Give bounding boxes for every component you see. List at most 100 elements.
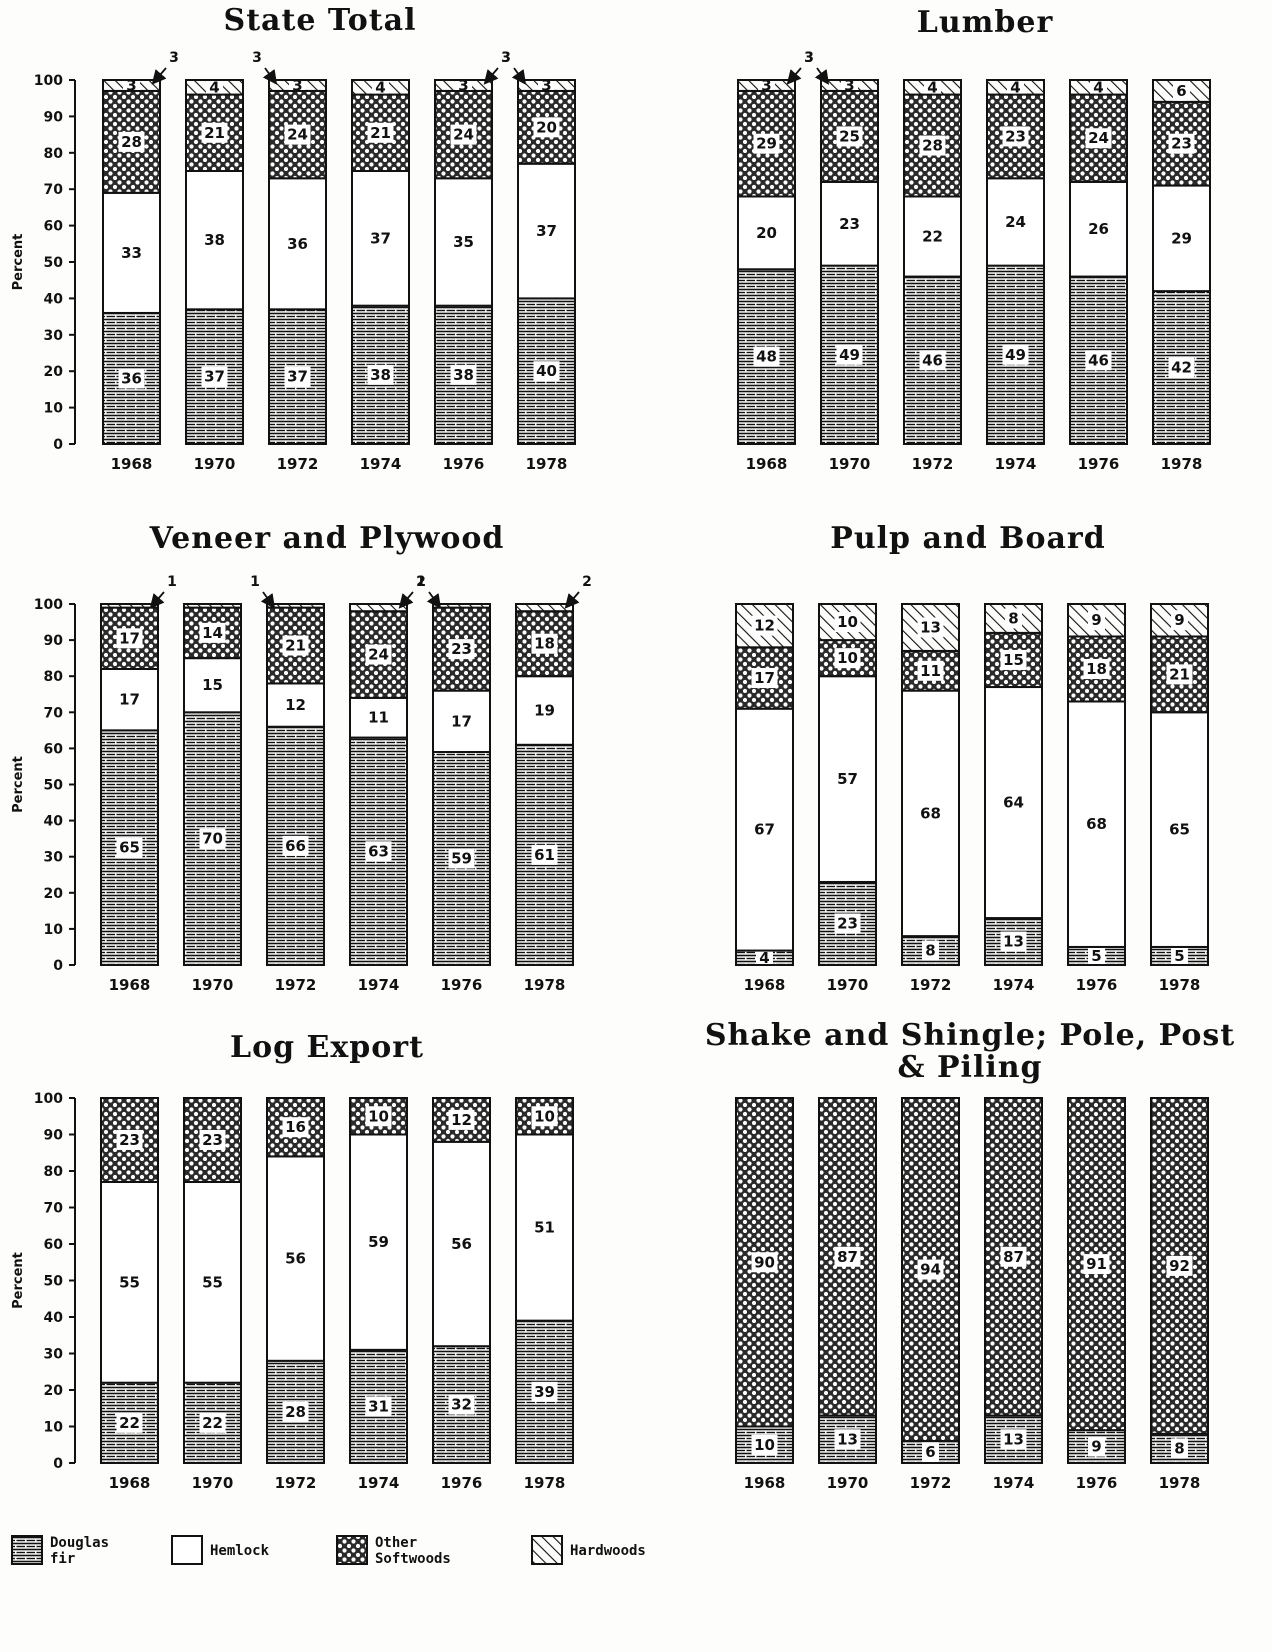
value-label: 10 <box>534 1107 555 1125</box>
bar-segment-hemlock <box>984 686 1043 920</box>
y-tick-label: 70 <box>44 705 64 721</box>
y-tick-label: 40 <box>44 1310 64 1326</box>
chart-title: Veneer and Plywood <box>149 521 505 556</box>
value-label-bg <box>751 668 778 689</box>
value-label: 5 <box>1091 947 1101 965</box>
value-label-bg <box>199 828 226 849</box>
value-label: 17 <box>754 669 775 687</box>
chart-title: Log Export <box>230 1030 424 1065</box>
legend-label: Douglas <box>50 1535 109 1551</box>
value-label-bg <box>753 346 780 367</box>
value-label-bg <box>450 124 477 145</box>
bar-stack-1974: 63 11 24 <box>349 603 408 966</box>
bar-stack-1972: 66 12 21 <box>266 603 325 966</box>
annotation-arrow <box>149 591 165 609</box>
y-tick-label: 40 <box>44 291 64 307</box>
value-label: 23 <box>119 1131 140 1149</box>
bar-segment-other-softwoods <box>818 639 877 678</box>
bar-segment-hardwoods <box>100 603 159 609</box>
x-tick-label: 1978 <box>524 1474 566 1492</box>
value-label-bg <box>365 841 392 862</box>
value-label-bg <box>1168 133 1195 154</box>
value-label-bg <box>751 615 778 636</box>
y-tick-label: 20 <box>44 1383 64 1399</box>
bar-segment-hemlock <box>515 675 574 746</box>
value-label: 13 <box>1003 933 1024 951</box>
bar-stack-1968: 65 17 17 <box>100 603 159 966</box>
value-label: 17 <box>119 629 140 647</box>
chart-panel-5: Shake and Shingle; Pole, Post& Piling 10 9… <box>705 1018 1235 1492</box>
value-label-bg <box>1085 350 1112 371</box>
value-label-bg <box>917 660 944 681</box>
value-label: 70 <box>202 830 223 848</box>
value-label-bg <box>372 81 389 94</box>
value-label-bg <box>538 81 555 90</box>
bar-stack-1974: 49 24 23 4 <box>986 78 1045 446</box>
x-tick-label: 1976 <box>1076 1474 1118 1492</box>
value-label: 90 <box>754 1253 775 1271</box>
bar-stack-1976: 32 56 12 <box>432 1097 491 1464</box>
bar-segment-hemlock <box>515 1133 574 1322</box>
bar-segment-hardwoods <box>432 603 491 609</box>
bar-segment-hemlock <box>986 177 1045 267</box>
value-label: 63 <box>368 842 389 860</box>
value-label: 29 <box>756 135 777 153</box>
value-label-bg <box>834 913 861 934</box>
value-label-bg <box>1173 81 1190 101</box>
value-label: 91 <box>1086 1255 1107 1273</box>
value-label: 8 <box>1008 609 1018 627</box>
y-tick-label: 90 <box>44 109 64 125</box>
x-tick-label: 1978 <box>524 976 566 994</box>
value-label: 57 <box>837 770 858 788</box>
chart-panel-2: Veneer and Plywood 0 10 20 30 40 50 60 70 80 90 100… <box>11 521 592 994</box>
value-label: 15 <box>202 676 223 694</box>
value-label: 36 <box>287 235 308 253</box>
value-label: 92 <box>1169 1257 1190 1275</box>
annotation-arrow <box>786 67 802 85</box>
bar-segment-hemlock <box>1150 711 1209 948</box>
y-tick-label: 60 <box>44 1237 64 1253</box>
value-label: 5 <box>1174 947 1184 965</box>
annotation-label: 2 <box>582 574 592 590</box>
value-label-bg <box>1005 608 1022 629</box>
value-label: 26 <box>1088 220 1109 238</box>
value-label-bg <box>118 368 145 389</box>
value-label-bg <box>282 1117 309 1138</box>
value-label: 46 <box>1088 351 1109 369</box>
value-label-bg <box>756 951 773 964</box>
y-axis-label: Percent <box>11 1252 26 1309</box>
value-label: 4 <box>759 949 769 967</box>
x-tick-label: 1974 <box>358 976 400 994</box>
value-label-bg <box>199 622 226 643</box>
bar-segment-douglas-fir <box>185 308 244 445</box>
chart-title: Shake and Shingle; Pole, Post <box>705 1018 1235 1053</box>
value-label-bg <box>919 350 946 371</box>
value-label: 24 <box>287 126 308 144</box>
bar-stack-1972: 6 94 <box>901 1097 960 1464</box>
value-label-bg <box>201 366 228 387</box>
y-tick-label: 80 <box>44 1164 64 1180</box>
value-label: 48 <box>756 348 777 366</box>
value-label: 25 <box>839 127 860 145</box>
chart-panel-1: Lumber4820293196849232531970462228419724… <box>737 5 1211 473</box>
value-label-bg <box>1083 1254 1110 1275</box>
value-label: 18 <box>1086 660 1107 678</box>
value-label-bg <box>917 617 944 638</box>
x-tick-label: 1970 <box>829 455 871 473</box>
bar-stack-1970: 23 57 10 10 <box>818 603 877 966</box>
x-tick-label: 1968 <box>746 455 788 473</box>
value-label: 13 <box>920 618 941 636</box>
value-label-bg <box>365 644 392 665</box>
value-label-bg <box>1171 947 1188 964</box>
legend-label: Softwoods <box>375 1551 451 1567</box>
value-label-bg <box>116 1412 143 1433</box>
value-label: 23 <box>202 1131 223 1149</box>
value-label-bg <box>282 635 309 656</box>
value-label-bg <box>531 633 558 654</box>
value-label-bg <box>367 364 394 385</box>
bar-stack-1974: 13 87 <box>984 1097 1043 1465</box>
value-label: 94 <box>920 1261 941 1279</box>
value-label-bg <box>116 837 143 858</box>
value-label: 24 <box>453 126 474 144</box>
y-tick-label: 80 <box>44 669 64 685</box>
